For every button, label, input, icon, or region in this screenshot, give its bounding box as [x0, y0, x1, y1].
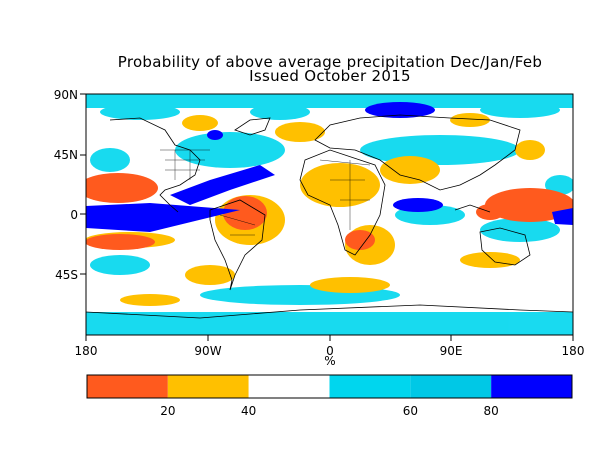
lat-label-45n: 45N	[54, 148, 78, 162]
lat-label-90n: 90N	[54, 88, 78, 102]
colorbar-tick-label-40: 40	[241, 404, 256, 418]
colorbar-bin-5	[491, 375, 572, 398]
colorbar-bin-1	[167, 375, 249, 398]
colorbar-ticks: 20 40 60 80	[160, 404, 499, 418]
colorbar	[86, 374, 573, 399]
colorbar-frame	[86, 374, 573, 399]
lon-label-90w: 90W	[194, 344, 221, 358]
colorbar-bin-0	[87, 375, 168, 398]
colorbar-tick-label-60: 60	[403, 404, 418, 418]
map-title: Probability of above average precipitati…	[117, 53, 543, 71]
unit-label: %	[324, 354, 335, 368]
lon-label-90e: 90E	[440, 344, 463, 358]
colorbar-tick-label-20: 20	[160, 404, 175, 418]
lon-label-180w: 180	[75, 344, 98, 358]
lon-ticks	[85, 335, 574, 341]
probability-field	[86, 94, 573, 335]
lon-label-180e: 180	[562, 344, 585, 358]
map-subtitle: Issued October 2015	[249, 67, 411, 85]
lon-label-0: 0	[326, 344, 334, 358]
lat-ticks	[80, 93, 86, 275]
coastlines	[86, 114, 573, 319]
colorbar-bin-2	[248, 375, 330, 398]
lat-label-0: 0	[70, 208, 78, 222]
colorbar-bin-4	[410, 375, 492, 398]
colorbar-bin-3	[329, 375, 411, 398]
colorbar-tick-label-80: 80	[484, 404, 499, 418]
borders	[160, 149, 371, 236]
lat-label-45s: 45S	[55, 268, 78, 282]
